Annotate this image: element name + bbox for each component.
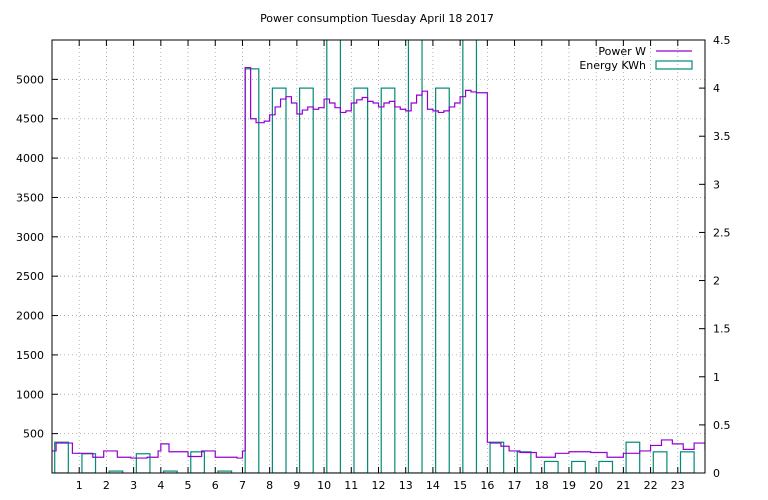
energy-bar [462,40,478,473]
power-line [52,66,705,459]
x-tick-label: 8 [266,479,273,492]
energy-bar [135,453,151,473]
y2-tick-label: 3 [713,178,720,191]
x-tick-label: 10 [317,479,331,492]
energy-bar [271,87,287,473]
energy-series [54,40,695,473]
x-axis: 1 2 3 4 5 6 7 8 9 10 11 12 13 14 15 16 17 18 19 20 21 22 23 [76,40,685,492]
x-tick-label: 3 [130,479,137,492]
energy-bar [326,40,342,473]
x-tick-label: 11 [344,479,358,492]
y2-tick-label: 0 [713,467,720,480]
y-tick-label: 3000 [16,231,44,244]
chart-title: Power consumption Tuesday April 18 2017 [260,12,494,25]
energy-bar [516,451,532,473]
energy-bar [679,451,695,473]
y2-tick-label: 2 [713,275,720,288]
energy-bar [190,451,205,473]
energy-bar [353,87,369,473]
x-tick-label: 13 [399,479,413,492]
energy-bar [217,470,233,473]
energy-bar [298,87,314,473]
y2-tick-label: 1 [713,371,720,384]
y-tick-label: 4500 [16,113,44,126]
power-series [52,66,705,459]
x-tick-label: 20 [589,479,603,492]
energy-bar [652,451,668,473]
energy-bar [407,40,423,473]
x-tick-label: 14 [426,479,440,492]
x-tick-label: 18 [535,479,549,492]
x-tick-label: 23 [671,479,685,492]
x-tick-label: 19 [562,479,576,492]
y-tick-label: 4000 [16,152,44,165]
energy-bar [162,470,178,473]
x-tick-label: 2 [103,479,110,492]
x-tick-label: 17 [508,479,522,492]
y-tick-label: 1500 [16,349,44,362]
energy-bar [244,68,260,473]
legend-label-energy: Energy KWh [579,59,646,72]
y2-tick-label: 3.5 [713,130,731,143]
energy-bar [598,460,614,473]
energy-bar [81,453,97,473]
grid [52,40,705,473]
x-tick-label: 6 [212,479,219,492]
y-axis-left: 500 1000 1500 2000 2500 3000 3500 4000 4500 5000 [16,73,58,441]
energy-bar [108,470,124,473]
y-tick-label: 2000 [16,310,44,323]
legend-label-power: Power W [598,45,646,58]
energy-bar [625,441,641,473]
x-tick-label: 12 [372,479,386,492]
energy-bar [571,460,586,473]
y-tick-label: 2500 [16,270,44,283]
x-tick-label: 7 [239,479,246,492]
y-tick-label: 1000 [16,388,44,401]
energy-bar [543,460,559,473]
x-tick-label: 16 [480,479,494,492]
x-tick-label: 21 [616,479,630,492]
energy-bar [435,87,450,473]
x-tick-label: 15 [453,479,467,492]
legend-swatch-energy [655,60,693,70]
y2-tick-label: 0.5 [713,419,731,432]
x-tick-label: 1 [76,479,83,492]
y-axis-right: 0 0.5 1 1.5 2 2.5 3 3.5 4 4.5 [699,34,731,480]
x-tick-label: 22 [644,479,658,492]
x-tick-label: 4 [157,479,164,492]
y2-tick-label: 1.5 [713,323,731,336]
x-tick-label: 9 [293,479,300,492]
y2-tick-label: 4 [713,82,720,95]
y2-tick-label: 2.5 [713,226,731,239]
y-tick-label: 500 [23,428,44,441]
energy-bar [54,441,69,473]
y-tick-label: 3500 [16,191,44,204]
x-tick-label: 5 [185,479,192,492]
energy-bar [380,87,396,473]
energy-bar [489,441,505,473]
y2-tick-label: 4.5 [713,34,731,47]
y-tick-label: 5000 [16,73,44,86]
